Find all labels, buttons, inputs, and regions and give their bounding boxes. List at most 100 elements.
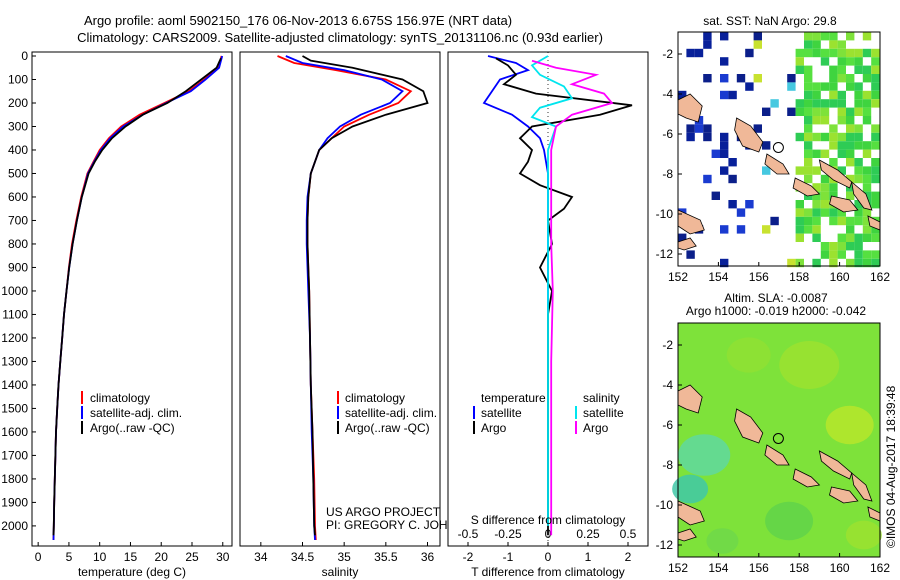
t-difference-xlabel: T difference from climatology xyxy=(471,565,625,579)
sst-cell xyxy=(812,48,821,58)
sst-cell xyxy=(686,48,695,58)
salinity-difference-tick-label: 0.5 xyxy=(620,527,637,541)
land-polygon xyxy=(734,408,764,444)
sst-cell xyxy=(837,116,846,125)
sst-cell xyxy=(812,82,821,91)
depth-tick-label: 1000 xyxy=(1,284,28,298)
depth-tick-label: 1800 xyxy=(1,472,28,486)
sst-cell xyxy=(728,158,737,167)
land-polygon xyxy=(734,117,764,153)
series-line-argo-raw-qc- xyxy=(52,57,222,536)
sst-cell xyxy=(854,250,863,259)
sst-cell xyxy=(762,107,771,116)
sst-cell xyxy=(837,166,846,175)
sst-cell xyxy=(846,225,855,234)
sst-cell xyxy=(846,174,855,184)
sst-cell xyxy=(720,74,729,83)
temperature-difference-tick-label: 1 xyxy=(585,550,592,564)
sla-land-masses xyxy=(677,384,881,542)
map-lon-tick-label: 154 xyxy=(708,561,728,575)
sst-cell xyxy=(862,90,872,100)
sst-cell xyxy=(745,48,754,58)
sla-anomaly-patch xyxy=(779,341,840,389)
sst-cell xyxy=(846,132,855,142)
map-lat-tick-label: -2 xyxy=(662,338,673,352)
series-line-salinity-argo xyxy=(531,59,614,536)
sst-cell xyxy=(720,32,729,41)
sst-cell xyxy=(720,132,729,142)
sst-cell xyxy=(829,158,838,167)
map-lat-tick-label: -2 xyxy=(662,47,673,61)
sst-cell xyxy=(820,107,830,116)
sst-cell xyxy=(846,32,855,41)
sst-cell xyxy=(753,40,762,49)
sla-map-border xyxy=(677,322,881,558)
sst-cell xyxy=(812,149,821,158)
sst-cell xyxy=(871,65,880,74)
sst-cell xyxy=(871,57,880,66)
sst-cell xyxy=(846,158,855,167)
sst-cell xyxy=(678,233,687,242)
sst-cell xyxy=(795,166,804,175)
salinity-difference-tick-label: -0.5 xyxy=(458,527,479,541)
salinity-x-axis: 34 34.5 35 35.5 36 xyxy=(254,542,434,564)
land-polygon xyxy=(792,468,821,488)
project-credit: US ARGO PROJECT xyxy=(326,505,441,519)
sst-cell xyxy=(812,225,821,234)
depth-tick-label: 0 xyxy=(21,49,28,63)
sla-anomaly-patch xyxy=(672,474,709,504)
sst-cell xyxy=(862,225,872,234)
salinity-tick-label: 35 xyxy=(337,550,351,564)
map-lat-tick-label: -8 xyxy=(662,458,673,472)
sst-cell xyxy=(703,174,712,184)
sst-cell xyxy=(804,90,813,100)
sst-cell xyxy=(846,107,855,116)
temperature-difference-tick-label: -2 xyxy=(463,550,474,564)
depth-tick-label: 1500 xyxy=(1,401,28,415)
sst-cell xyxy=(686,132,695,142)
sst-cell xyxy=(795,200,804,209)
sla-map-axes: 152 154 156 158 160 162 -2 -4 -6 -8 -10 -12 xyxy=(656,338,891,575)
sst-cell xyxy=(804,149,813,158)
sst-cell xyxy=(804,158,813,167)
sst-cell xyxy=(753,32,762,41)
depth-tick-label: 800 xyxy=(8,237,28,251)
sst-cell xyxy=(812,208,821,217)
map-lat-tick-label: -4 xyxy=(662,87,673,101)
map-lon-tick-label: 156 xyxy=(749,270,769,284)
temperature-difference-tick-label: 0 xyxy=(545,550,552,564)
sst-land-masses xyxy=(677,93,881,251)
map-lon-tick-label: 156 xyxy=(749,561,769,575)
figure-title-line1: Argo profile: aoml 5902150_176 06-Nov-20… xyxy=(84,13,512,28)
sst-cell xyxy=(871,258,880,268)
sst-cell xyxy=(804,132,813,142)
sst-cell xyxy=(854,99,863,108)
map-lat-tick-label: -12 xyxy=(656,247,674,261)
sst-cell xyxy=(862,116,872,125)
sst-argo-location-marker xyxy=(772,142,784,153)
sst-cell xyxy=(854,216,863,226)
difference-legend: temperature salinity satellite Argo sate… xyxy=(473,391,624,435)
sst-cell xyxy=(770,99,779,108)
sst-cell xyxy=(720,166,729,175)
sst-cell xyxy=(770,216,779,226)
sst-cell xyxy=(837,57,846,66)
temperature-axes-box xyxy=(31,51,233,547)
sst-cell xyxy=(871,225,880,234)
sst-grid-cells xyxy=(678,32,880,268)
sst-cell xyxy=(854,65,863,74)
sst-cell xyxy=(862,99,872,108)
sst-cell xyxy=(854,132,863,142)
sst-cell xyxy=(829,250,838,259)
temperature-x-axis: 0 5 10 15 20 25 30 xyxy=(35,542,230,564)
sst-cell xyxy=(829,99,838,108)
sst-cell xyxy=(846,124,855,133)
sst-cell xyxy=(804,65,813,74)
sst-cell xyxy=(804,225,813,234)
salinity-series xyxy=(277,55,429,541)
sst-cell xyxy=(703,124,712,133)
depth-tick-label: 1200 xyxy=(1,331,28,345)
sst-cell xyxy=(820,208,830,217)
map-lon-tick-label: 160 xyxy=(830,561,850,575)
series-line-argo-raw-qc- xyxy=(302,55,429,536)
